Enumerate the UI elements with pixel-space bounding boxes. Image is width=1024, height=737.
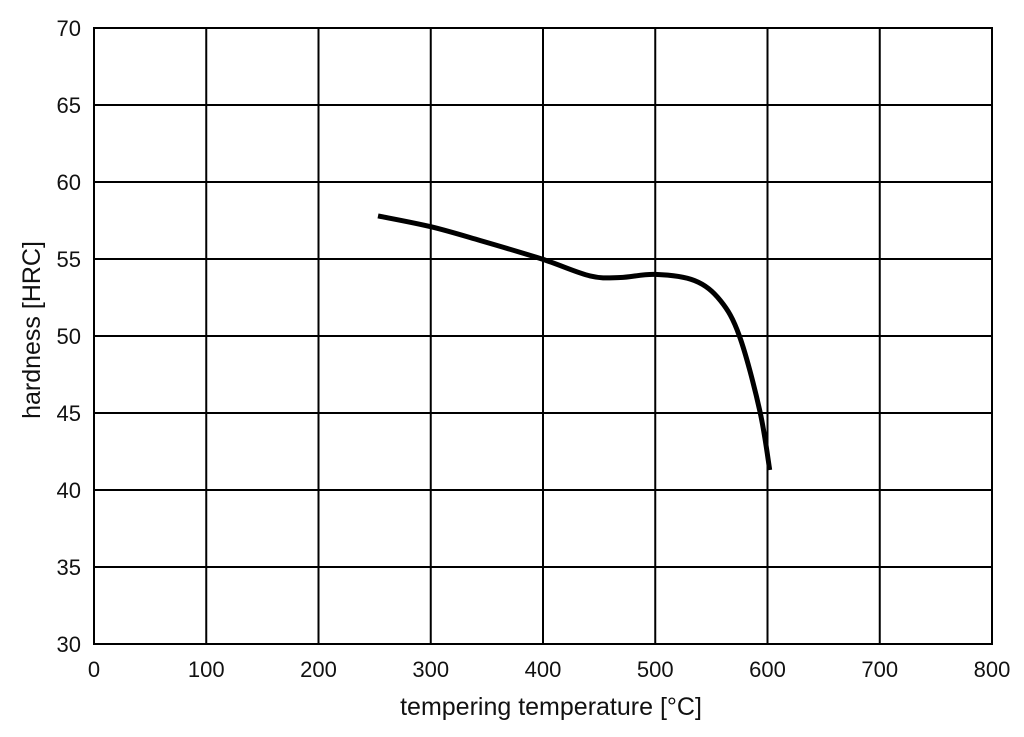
y-tick-label: 65 (57, 93, 81, 118)
y-tick-label: 35 (57, 555, 81, 580)
y-tick-label: 45 (57, 401, 81, 426)
y-tick-label: 60 (57, 170, 81, 195)
plot-area-frame (93, 27, 993, 645)
x-axis-label: tempering temperature [°C] (400, 693, 702, 721)
y-tick-label: 55 (57, 247, 81, 272)
y-tick-label: 30 (57, 632, 81, 657)
x-tick-label: 0 (88, 657, 100, 682)
x-tick-label: 800 (974, 657, 1011, 682)
x-tick-label: 600 (749, 657, 786, 682)
x-tick-label: 500 (637, 657, 674, 682)
y-axis-ticks: 30 35 40 45 50 55 60 65 70 (57, 16, 81, 657)
x-tick-label: 300 (412, 657, 449, 682)
grid-lines (93, 27, 993, 645)
x-axis-ticks: 0 100 200 300 400 500 600 700 800 (88, 657, 1010, 682)
x-tick-label: 100 (188, 657, 225, 682)
y-tick-label: 40 (57, 478, 81, 503)
hardness-curve (377, 213, 773, 471)
y-tick-label: 50 (57, 324, 81, 349)
x-tick-label: 700 (861, 657, 898, 682)
x-tick-label: 400 (525, 657, 562, 682)
y-axis-label: hardness [HRC] (18, 241, 46, 419)
x-tick-label: 200 (300, 657, 337, 682)
y-tick-label: 70 (57, 16, 81, 41)
